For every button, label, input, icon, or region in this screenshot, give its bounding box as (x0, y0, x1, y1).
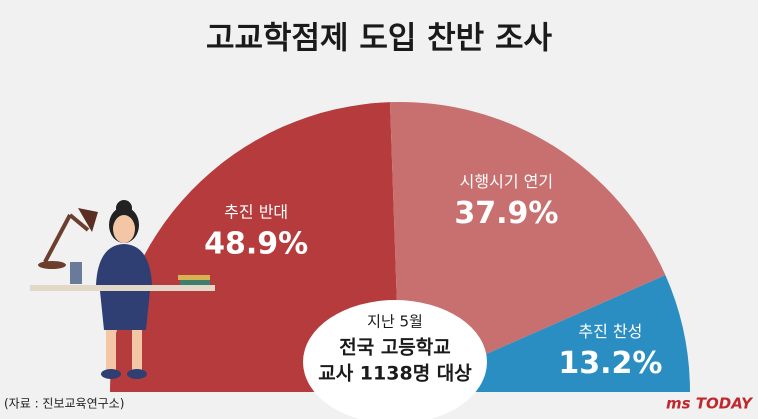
slice (110, 102, 400, 392)
slice-label: 시행시기 연기 (460, 172, 553, 191)
center-text: 지난 5월 (367, 313, 423, 331)
center-text: 전국 고등학교 (339, 337, 451, 359)
source: (자료 : 진보교육연구소) (4, 397, 124, 411)
center-text: 교사 1138명 대상 (318, 363, 472, 385)
slice-label: 추진 반대 (224, 203, 288, 222)
slice-label: 추진 찬성 (578, 322, 642, 341)
center-circle (303, 300, 487, 419)
chart-title: 고교학점제 도입 찬반 조사 (206, 21, 553, 57)
logo: ms TODAY (666, 395, 754, 413)
value-label: 48.9% (204, 227, 308, 262)
value-label: 13.2% (558, 346, 662, 381)
value-label: 37.9% (454, 196, 558, 231)
illustration (30, 200, 215, 379)
